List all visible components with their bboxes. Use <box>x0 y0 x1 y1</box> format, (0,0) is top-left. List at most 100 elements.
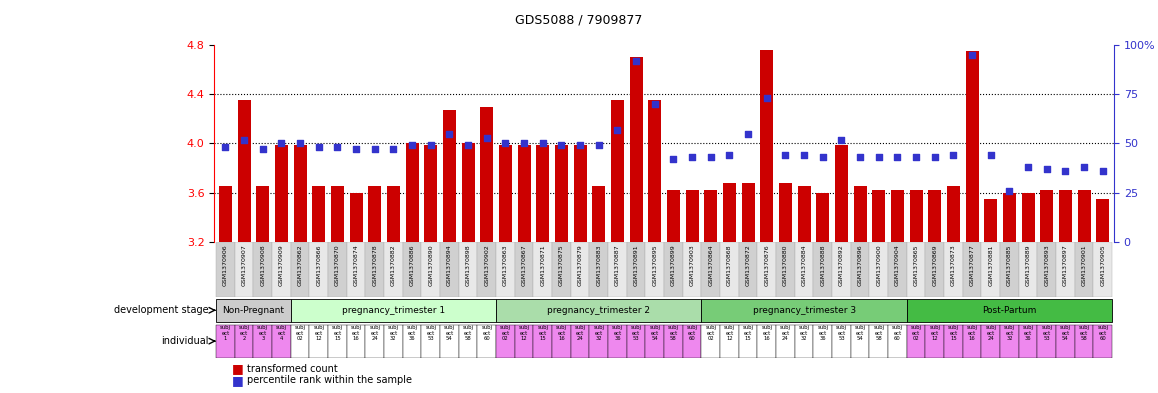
Text: transformed count: transformed count <box>247 364 337 374</box>
Text: subj
ect
16: subj ect 16 <box>967 325 977 342</box>
Text: GSM1370887: GSM1370887 <box>615 244 620 286</box>
FancyBboxPatch shape <box>346 325 366 358</box>
Text: GSM1370864: GSM1370864 <box>709 244 713 286</box>
FancyBboxPatch shape <box>870 325 888 358</box>
Text: subj
ect
15: subj ect 15 <box>948 325 959 342</box>
FancyBboxPatch shape <box>291 242 309 297</box>
Bar <box>424 145 438 242</box>
Point <box>944 152 962 158</box>
Bar <box>350 193 362 242</box>
FancyBboxPatch shape <box>944 242 962 297</box>
Bar <box>387 186 400 242</box>
Bar <box>518 145 530 242</box>
FancyBboxPatch shape <box>328 325 346 358</box>
Bar <box>237 101 250 242</box>
FancyBboxPatch shape <box>589 242 608 297</box>
FancyBboxPatch shape <box>384 325 403 358</box>
Bar <box>573 145 587 242</box>
Text: GSM1370889: GSM1370889 <box>1026 244 1031 286</box>
Text: subj
ect
58: subj ect 58 <box>1078 325 1090 342</box>
Text: GSM1370863: GSM1370863 <box>503 244 508 286</box>
Text: subj
ect
58: subj ect 58 <box>668 325 679 342</box>
Point <box>794 152 813 158</box>
Point <box>477 134 496 141</box>
Point <box>683 154 702 160</box>
Text: subj
ect
36: subj ect 36 <box>818 325 828 342</box>
Point <box>1056 168 1075 174</box>
FancyBboxPatch shape <box>925 242 944 297</box>
Text: GSM1370900: GSM1370900 <box>877 244 881 286</box>
Text: GSM1370908: GSM1370908 <box>261 244 265 286</box>
Text: subj
ect
53: subj ect 53 <box>1041 325 1053 342</box>
FancyBboxPatch shape <box>422 242 440 297</box>
FancyBboxPatch shape <box>384 242 403 297</box>
Bar <box>368 186 381 242</box>
Bar <box>741 183 755 242</box>
Point <box>384 146 403 152</box>
FancyBboxPatch shape <box>235 325 254 358</box>
Bar <box>798 186 811 242</box>
Text: subj
ect
32: subj ect 32 <box>799 325 809 342</box>
Text: GSM1370872: GSM1370872 <box>746 244 750 286</box>
Bar <box>929 190 941 242</box>
Bar <box>761 50 774 242</box>
Point <box>403 142 422 149</box>
Point <box>833 136 851 143</box>
FancyBboxPatch shape <box>851 242 870 297</box>
Bar <box>816 193 829 242</box>
Bar <box>481 107 493 242</box>
Point <box>757 95 776 101</box>
Text: GSM1370879: GSM1370879 <box>578 244 582 286</box>
Text: GSM1370869: GSM1370869 <box>932 244 937 286</box>
FancyBboxPatch shape <box>962 242 982 297</box>
FancyBboxPatch shape <box>272 242 291 297</box>
Point <box>328 144 346 151</box>
Bar <box>1021 193 1034 242</box>
Bar <box>1078 190 1091 242</box>
FancyBboxPatch shape <box>1038 325 1056 358</box>
Bar <box>853 186 866 242</box>
Bar <box>1003 193 1016 242</box>
Text: subj
ect
15: subj ect 15 <box>537 325 548 342</box>
FancyBboxPatch shape <box>720 242 739 297</box>
Text: GSM1370901: GSM1370901 <box>1082 244 1086 286</box>
FancyBboxPatch shape <box>1056 325 1075 358</box>
Text: GSM1370898: GSM1370898 <box>466 244 470 286</box>
Point <box>347 146 366 152</box>
FancyBboxPatch shape <box>571 242 589 297</box>
FancyBboxPatch shape <box>440 325 459 358</box>
Text: GSM1370906: GSM1370906 <box>223 244 228 286</box>
FancyBboxPatch shape <box>982 325 1001 358</box>
FancyBboxPatch shape <box>346 242 366 297</box>
FancyBboxPatch shape <box>626 242 645 297</box>
Text: subj
ect
54: subj ect 54 <box>650 325 660 342</box>
Point <box>291 140 309 147</box>
FancyBboxPatch shape <box>776 242 794 297</box>
FancyBboxPatch shape <box>422 325 440 358</box>
Text: GSM1370875: GSM1370875 <box>559 244 564 286</box>
FancyBboxPatch shape <box>1001 242 1019 297</box>
Point <box>645 101 664 107</box>
Bar <box>219 186 232 242</box>
Bar <box>630 57 643 242</box>
FancyBboxPatch shape <box>925 325 944 358</box>
FancyBboxPatch shape <box>757 325 776 358</box>
Bar <box>686 190 698 242</box>
Text: GSM1370892: GSM1370892 <box>838 244 844 286</box>
Bar <box>1058 190 1072 242</box>
FancyBboxPatch shape <box>739 325 757 358</box>
Text: GSM1370897: GSM1370897 <box>1063 244 1068 286</box>
Text: GSM1370904: GSM1370904 <box>895 244 900 286</box>
Text: GSM1370894: GSM1370894 <box>447 244 452 286</box>
Point <box>496 140 514 147</box>
Text: subj
ect
32: subj ect 32 <box>593 325 604 342</box>
Text: GSM1370871: GSM1370871 <box>541 244 545 286</box>
Text: subj
ect
12: subj ect 12 <box>724 325 735 342</box>
Text: subj
ect
12: subj ect 12 <box>519 325 529 342</box>
FancyBboxPatch shape <box>534 325 552 358</box>
FancyBboxPatch shape <box>907 325 925 358</box>
FancyBboxPatch shape <box>702 299 907 322</box>
Point <box>888 154 907 160</box>
Text: subj
ect
12: subj ect 12 <box>314 325 324 342</box>
Text: GSM1370880: GSM1370880 <box>783 244 787 286</box>
